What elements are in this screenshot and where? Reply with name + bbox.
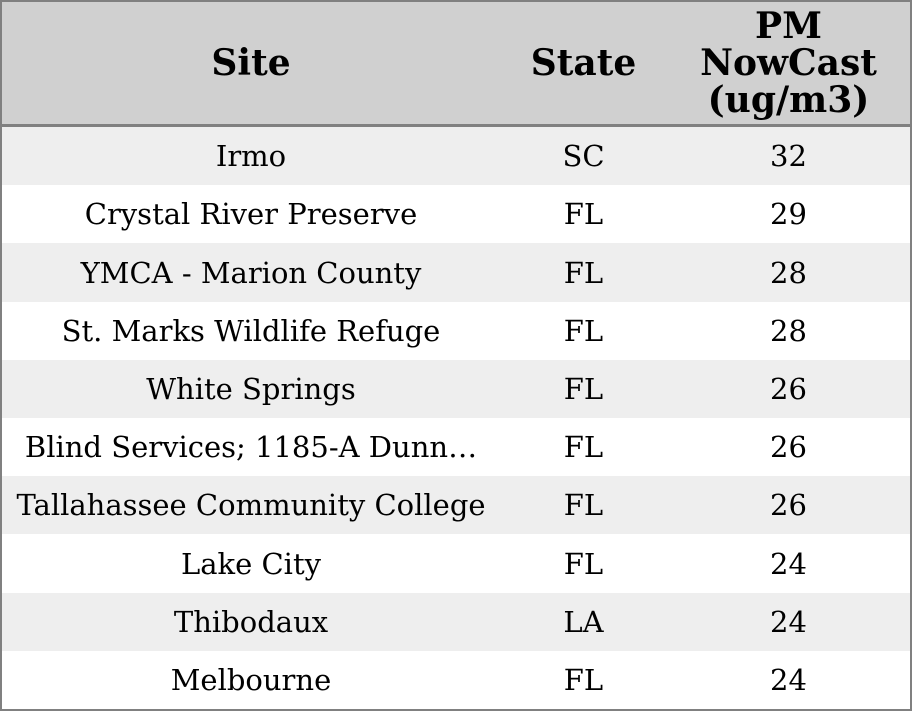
pm-value-cell: 24 — [770, 546, 807, 581]
table-header-row: Site State PM NowCast (ug/m3) — [2, 2, 910, 127]
header-line-units: (ug/m3) — [707, 78, 870, 121]
header-line-pm: PM — [755, 4, 822, 47]
pm-value-cell: 26 — [770, 488, 807, 523]
site-cell: Thibodaux — [173, 604, 329, 639]
table-row: St. Marks Wildlife Refuge FL 28 — [2, 301, 910, 360]
header-cell-pm-nowcast: PM NowCast (ug/m3) — [667, 2, 910, 124]
pm-value-cell: 28 — [770, 255, 807, 290]
pm-value-cell: 26 — [770, 430, 807, 465]
header-line-nowcast: NowCast — [700, 41, 877, 84]
state-cell: FL — [563, 371, 604, 406]
table-row: Blind Services; 1185-A Dunn… FL 26 — [2, 418, 910, 477]
header-cell-state: State — [530, 42, 637, 84]
site-cell: Irmo — [215, 139, 287, 174]
pm-value-cell: 32 — [770, 139, 807, 174]
pm-value-cell: 24 — [770, 604, 807, 639]
site-cell: Blind Services; 1185-A Dunn… — [24, 430, 478, 465]
state-cell: FL — [563, 255, 604, 290]
state-cell: FL — [563, 488, 604, 523]
table-row: Lake City FL 24 — [2, 534, 910, 593]
state-cell: LA — [563, 604, 604, 639]
pm-value-cell: 29 — [770, 197, 807, 232]
table-row: Thibodaux LA 24 — [2, 592, 910, 651]
header-cell-site: Site — [211, 42, 291, 84]
pm-value-cell: 24 — [770, 662, 807, 697]
site-cell: Tallahassee Community College — [16, 488, 486, 523]
table-body: Irmo SC 32 Crystal River Preserve FL 29 … — [2, 127, 910, 709]
table-row: Crystal River Preserve FL 29 — [2, 185, 910, 244]
state-cell: FL — [563, 662, 604, 697]
pm-value-cell: 26 — [770, 371, 807, 406]
table-row: Melbourne FL 24 — [2, 650, 910, 709]
table-row: White Springs FL 26 — [2, 359, 910, 419]
site-cell: St. Marks Wildlife Refuge — [61, 313, 441, 348]
table-row: Irmo SC 32 — [2, 127, 910, 186]
table-row: Tallahassee Community College FL 26 — [2, 476, 910, 535]
state-cell: SC — [562, 139, 605, 174]
table-row: YMCA - Marion County FL 28 — [2, 243, 910, 302]
site-cell: White Springs — [146, 371, 356, 406]
state-cell: FL — [563, 546, 604, 581]
site-cell: Crystal River Preserve — [84, 197, 418, 232]
state-cell: FL — [563, 197, 604, 232]
state-cell: FL — [563, 313, 604, 348]
site-cell: Melbourne — [170, 662, 332, 697]
site-cell: Lake City — [180, 546, 321, 581]
state-cell: FL — [563, 430, 604, 465]
pm-value-cell: 28 — [770, 313, 807, 348]
site-cell: YMCA - Marion County — [80, 255, 422, 290]
